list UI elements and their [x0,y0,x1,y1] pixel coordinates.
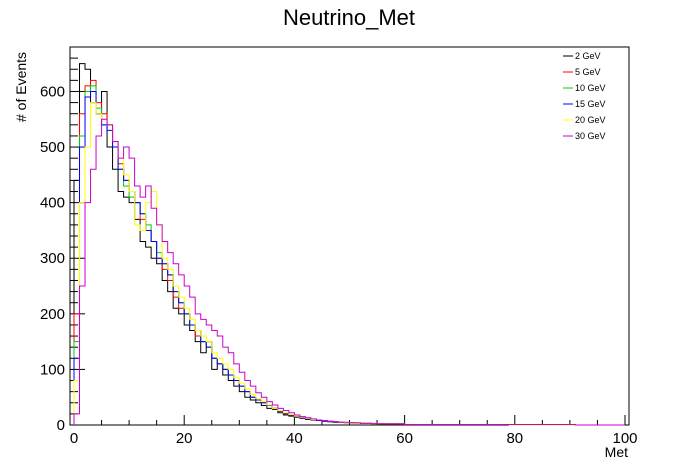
x-tick-label: 80 [506,430,523,447]
y-tick-label: 200 [40,306,65,323]
x-tick-label: 20 [176,430,193,447]
y-tick-label: 0 [57,417,65,434]
legend-entry: 20 GeV [575,115,606,125]
legend-entry: 30 GeV [575,131,606,141]
chart-title: Neutrino_Met [283,5,415,30]
y-tick-label: 100 [40,361,65,378]
y-tick-label: 500 [40,139,65,156]
legend-entry: 10 GeV [575,83,606,93]
y-tick-label: 400 [40,195,65,212]
x-tick-label: 60 [396,430,413,447]
series-layer [73,63,625,426]
legend-entry: 15 GeV [575,99,606,109]
plot-frame [69,46,630,426]
legend-entry: 5 GeV [575,67,601,77]
axis-ticks: 0 20 40 60 80 100 0 100 200 300 400 500 600 [40,57,638,447]
y-tick-label: 300 [40,250,65,267]
x-tick-label: 40 [286,430,303,447]
legend: 2 GeV 5 GeV 10 GeV 15 GeV 20 GeV 30 GeV [560,48,628,148]
x-tick-label: 0 [70,430,78,447]
series-30-gev [73,118,625,426]
y-tick-label: 600 [40,83,65,100]
x-tick-label: 100 [612,430,637,447]
x-axis-label: Met [605,444,628,460]
legend-entry: 2 GeV [575,51,601,61]
legend-box [560,48,628,148]
series-15-gev [73,90,625,426]
y-axis-label: # of Events [13,52,29,122]
